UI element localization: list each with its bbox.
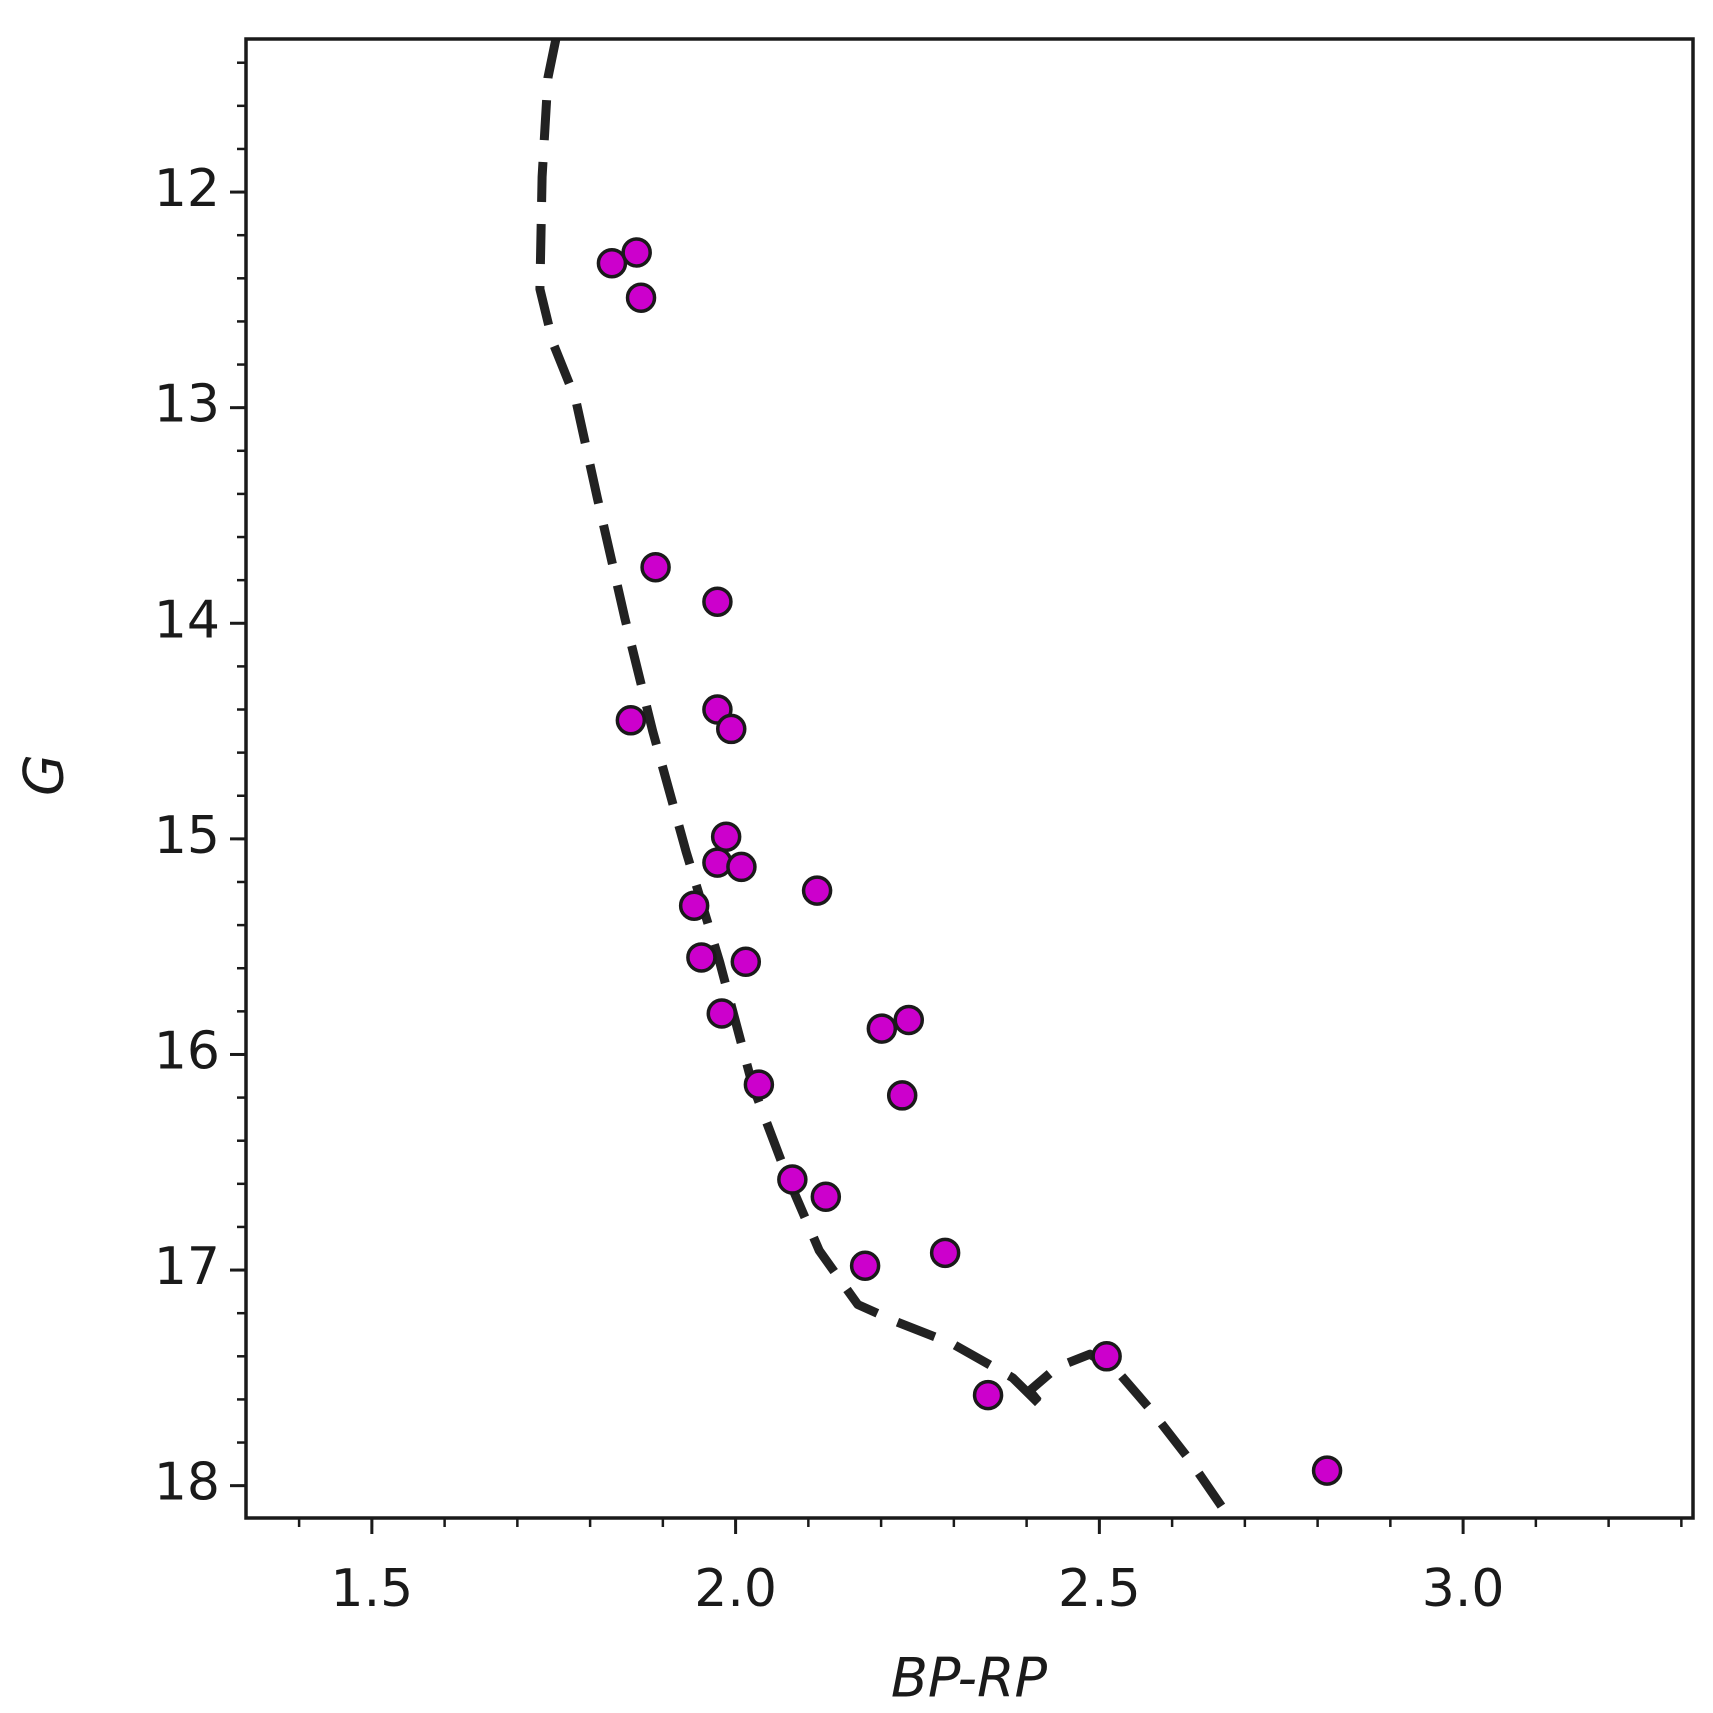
star-point — [743, 1069, 775, 1100]
star-point — [625, 282, 657, 313]
y-tick-label: 17 — [154, 1237, 220, 1297]
star-point — [596, 247, 628, 279]
plot-frame — [244, 37, 1695, 1520]
star-point — [686, 942, 717, 973]
star-point — [710, 821, 742, 852]
star-point — [810, 1181, 842, 1213]
star-point — [849, 1250, 881, 1282]
x-tick-label: 1.5 — [331, 1559, 414, 1619]
star-point — [730, 946, 762, 978]
x-tick-label: 2.5 — [1058, 1559, 1141, 1619]
star-point — [1311, 1455, 1343, 1486]
star-point — [615, 705, 647, 736]
plot-area — [535, 39, 1343, 1518]
star-point — [640, 551, 671, 583]
star-point — [706, 998, 738, 1029]
star-point — [893, 1004, 925, 1036]
y-tick-label: 16 — [154, 1021, 220, 1081]
y-tick-label: 18 — [154, 1453, 220, 1513]
isochrone-line — [535, 39, 1232, 1518]
star-point — [702, 586, 733, 617]
star-point — [1091, 1341, 1122, 1372]
star-point — [715, 713, 747, 745]
y-tick-label: 12 — [154, 159, 220, 219]
star-point — [886, 1080, 918, 1111]
star-point — [678, 890, 710, 921]
star-point — [866, 1013, 898, 1044]
x-tick-label: 3.0 — [1422, 1559, 1505, 1619]
star-point — [777, 1164, 808, 1195]
y-tick-label: 14 — [154, 590, 220, 650]
star-point — [801, 875, 833, 906]
x-axis-label: BP-RP — [891, 1647, 1048, 1710]
star-point — [621, 237, 652, 268]
x-tick-label: 2.0 — [694, 1559, 777, 1619]
star-point — [972, 1379, 1004, 1411]
y-tick-label: 13 — [154, 375, 220, 435]
star-point — [726, 851, 757, 883]
y-tick-label: 15 — [154, 806, 220, 866]
y-axis-label: G — [13, 754, 76, 796]
star-point — [929, 1237, 961, 1269]
